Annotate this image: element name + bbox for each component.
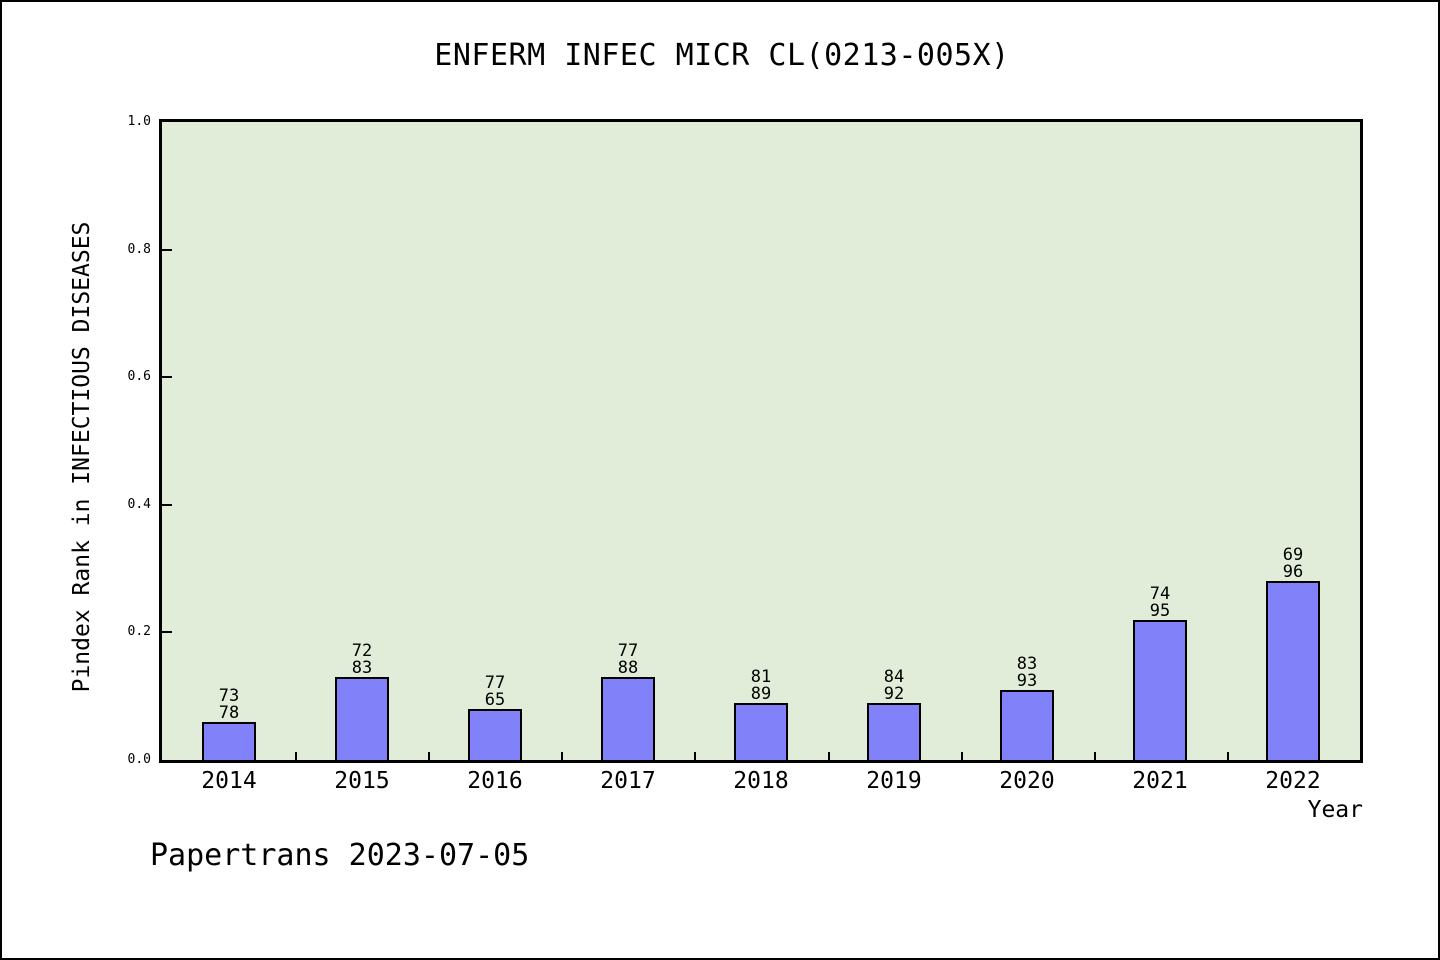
x-axis-tick <box>1094 752 1096 760</box>
bar-value-line: 95 <box>1149 601 1171 621</box>
x-axis-label: Year <box>1307 797 1363 823</box>
bar-value-line: 77 <box>484 673 506 693</box>
y-tick-label-0.2: 0.2 <box>127 624 151 639</box>
x-axis-tick <box>828 752 830 760</box>
bar-2017 <box>601 677 655 760</box>
bar-2014 <box>202 722 256 760</box>
x-tick-label-2014: 2014 <box>201 768 257 794</box>
x-axis-tick <box>561 752 563 760</box>
x-tick-label-2020: 2020 <box>999 768 1055 794</box>
bar-2015 <box>335 677 389 760</box>
bar-value-label: 83 93 <box>982 656 1072 690</box>
bar-value-line: 83 <box>1016 654 1038 674</box>
x-tick-label-2016: 2016 <box>467 768 523 794</box>
x-tick-label-2018: 2018 <box>733 768 789 794</box>
bar-value-line: 81 <box>750 667 772 687</box>
x-axis-tick <box>694 752 696 760</box>
bar-value-line: 92 <box>883 684 905 704</box>
bar-value-line: 69 <box>1282 545 1304 565</box>
bar-value-label: 84 92 <box>849 669 939 703</box>
x-tick-label-2015: 2015 <box>334 768 390 794</box>
bar-value-line: 73 <box>218 686 240 706</box>
bar-value-line: 78 <box>218 703 240 723</box>
x-tick-label-2017: 2017 <box>600 768 656 794</box>
bar-value-line: 72 <box>351 641 373 661</box>
bar-2021 <box>1133 620 1187 760</box>
y-tick-label-0.6: 0.6 <box>127 369 151 384</box>
bar-value-label: 74 95 <box>1115 586 1205 620</box>
bar-value-line: 77 <box>617 641 639 661</box>
bar-value-line: 88 <box>617 658 639 678</box>
chart-title: ENFERM INFEC MICR CL(0213-005X) <box>434 38 1010 73</box>
y-tick-label-0.8: 0.8 <box>127 242 151 257</box>
y-tick-label-1.0: 1.0 <box>127 114 151 129</box>
y-axis-tick <box>162 249 172 251</box>
y-tick-label-0.0: 0.0 <box>127 752 151 767</box>
footer-watermark: Papertrans 2023-07-05 <box>150 838 530 873</box>
x-tick-label-2021: 2021 <box>1132 768 1188 794</box>
x-tick-label-2019: 2019 <box>866 768 922 794</box>
x-axis-tick <box>295 752 297 760</box>
y-axis-tick <box>162 376 172 378</box>
bar-value-label: 69 96 <box>1248 547 1338 581</box>
bar-value-line: 74 <box>1149 584 1171 604</box>
x-tick-label-2022: 2022 <box>1265 768 1321 794</box>
bar-value-line: 65 <box>484 690 506 710</box>
bar-value-line: 93 <box>1016 671 1038 691</box>
bar-2022 <box>1266 581 1320 760</box>
x-axis-tick <box>1227 752 1229 760</box>
plot-area: 73 78 72 83 77 65 77 88 81 89 84 92 83 93 74 95 69 96 <box>159 119 1363 763</box>
bar-value-line: 84 <box>883 667 905 687</box>
y-axis-label: Pindex Rank in INFECTIOUS DISEASES <box>69 221 95 693</box>
bar-value-line: 96 <box>1282 562 1304 582</box>
bar-value-line: 83 <box>351 658 373 678</box>
bar-2016 <box>468 709 522 760</box>
bar-value-label: 77 88 <box>583 643 673 677</box>
y-axis-tick <box>162 631 172 633</box>
x-axis-tick <box>961 752 963 760</box>
bar-value-line: 89 <box>750 684 772 704</box>
bar-value-label: 77 65 <box>450 675 540 709</box>
bar-value-label: 81 89 <box>716 669 806 703</box>
bar-2019 <box>867 703 921 760</box>
y-tick-label-0.4: 0.4 <box>127 497 151 512</box>
bar-2020 <box>1000 690 1054 760</box>
bar-value-label: 73 78 <box>184 688 274 722</box>
y-axis-tick <box>162 504 172 506</box>
bar-2018 <box>734 703 788 760</box>
bar-value-label: 72 83 <box>317 643 407 677</box>
x-axis-tick <box>428 752 430 760</box>
